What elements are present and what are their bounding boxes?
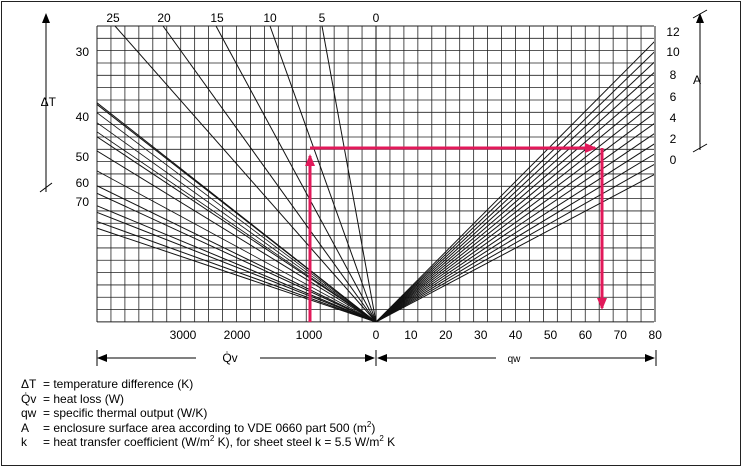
delta-t-line xyxy=(97,150,377,322)
right-area-label: 2 xyxy=(670,132,677,146)
top-delta-t-label: 25 xyxy=(106,11,120,25)
qw-tick-label: 50 xyxy=(544,328,558,342)
legend: ΔT = temperature difference (K) Q̇v = heat… xyxy=(21,377,395,450)
left-delta-t-label: 50 xyxy=(76,150,90,164)
area-line xyxy=(375,72,654,322)
area-line xyxy=(375,174,654,322)
delta-t-line xyxy=(114,26,377,322)
a-axis-top-tick xyxy=(692,9,708,19)
left-delta-t-label: 60 xyxy=(76,176,90,190)
delta-t-line xyxy=(321,26,377,322)
qw-tick-label: 60 xyxy=(579,328,593,342)
delta-t-line xyxy=(97,170,377,322)
delta-t-line xyxy=(97,122,377,322)
qv-tick-label: 0 xyxy=(373,328,380,342)
top-delta-t-label: 10 xyxy=(263,11,277,25)
right-area-label: 4 xyxy=(670,111,677,125)
area-line xyxy=(375,102,654,322)
qw-tick-label: 80 xyxy=(649,328,663,342)
qw-tick-label: 40 xyxy=(509,328,523,342)
area-line xyxy=(375,153,654,322)
delta-t-line xyxy=(97,103,377,322)
delta-t-line xyxy=(162,26,377,322)
delta-t-line xyxy=(97,131,377,322)
qv-tick-label: 1000 xyxy=(296,328,323,342)
delta-t-line xyxy=(97,136,377,322)
delta-t-line xyxy=(97,185,377,322)
area-line xyxy=(375,123,654,322)
delta-t-line xyxy=(97,220,377,322)
legend-row-heat-loss: Q̇v = heat loss (W) xyxy=(21,391,125,406)
area-line xyxy=(375,61,654,322)
delta-t-line xyxy=(215,26,377,322)
top-delta-t-label: 0 xyxy=(373,11,380,25)
area-line xyxy=(375,163,654,322)
legend-row-delta-t: ΔT = temperature difference (K) xyxy=(21,377,194,391)
legend-row-thermal-output: qw = specific thermal output (W/K) xyxy=(21,406,208,421)
qw-axis-label: qw xyxy=(508,354,522,365)
delta-t-line xyxy=(97,227,377,322)
top-delta-t-label: 15 xyxy=(210,11,224,25)
delta-t-line xyxy=(97,112,377,322)
delta-t-line xyxy=(97,211,377,322)
right-area-label: 12 xyxy=(666,25,680,39)
a-axis-end-tick xyxy=(692,143,708,153)
area-line xyxy=(375,112,654,322)
a-axis-label: A xyxy=(693,73,701,87)
area-line xyxy=(375,133,654,322)
right-area-label: 10 xyxy=(666,45,680,59)
legend-row-surface-area: A = enclosure surface area according to V… xyxy=(21,419,376,435)
area-lines xyxy=(375,41,654,322)
area-line xyxy=(375,92,654,322)
qv-tick-label: 3000 xyxy=(170,328,197,342)
area-line xyxy=(375,82,654,322)
qv-tick-label: 2000 xyxy=(224,328,251,342)
qw-tick-label: 20 xyxy=(439,328,453,342)
top-delta-t-label: 5 xyxy=(319,11,326,25)
qw-tick-label: 10 xyxy=(404,328,418,342)
qw-tick-label: 30 xyxy=(474,328,488,342)
delta-t-lines xyxy=(97,26,377,322)
area-line xyxy=(375,51,654,322)
delta-t-axis-end-tick xyxy=(39,182,53,193)
qw-tick-label: 70 xyxy=(614,328,628,342)
area-line xyxy=(375,143,654,322)
delta-t-axis-label: ΔT xyxy=(41,95,57,109)
legend-row-heat-transfer: k = heat transfer coefficient (W/m2 K), f… xyxy=(21,434,396,450)
delta-t-line xyxy=(269,26,377,322)
right-area-label: 8 xyxy=(670,68,677,82)
top-delta-t-label: 20 xyxy=(157,11,171,25)
qv-axis-label: Q̇v xyxy=(222,351,237,365)
area-line xyxy=(375,41,654,322)
right-area-label: 0 xyxy=(670,153,677,167)
right-area-label: 6 xyxy=(670,90,677,104)
left-delta-t-label: 40 xyxy=(76,110,90,124)
left-delta-t-label: 70 xyxy=(76,195,90,209)
delta-t-line xyxy=(97,205,377,322)
left-delta-t-label: 30 xyxy=(76,45,90,59)
example-path xyxy=(305,143,607,322)
delta-t-line xyxy=(97,192,377,322)
